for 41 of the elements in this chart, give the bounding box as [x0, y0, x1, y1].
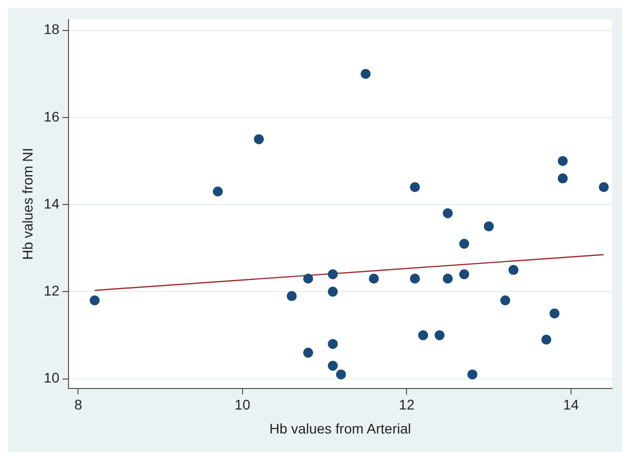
point — [508, 264, 518, 275]
point — [459, 238, 470, 249]
point — [328, 338, 338, 349]
point — [467, 369, 478, 380]
point — [303, 274, 314, 284]
x-tick-label: 8 — [74, 396, 82, 413]
point — [434, 330, 445, 340]
point — [484, 221, 494, 232]
point — [286, 291, 297, 302]
point — [328, 286, 338, 297]
point — [410, 274, 420, 284]
point — [418, 330, 428, 340]
y-axis-title: Hb values from NI — [19, 148, 36, 260]
point — [442, 274, 453, 284]
point — [90, 295, 100, 306]
point — [541, 334, 552, 345]
point — [303, 348, 314, 358]
point — [558, 173, 568, 184]
point — [328, 360, 338, 371]
x-tick-label: 10 — [234, 396, 250, 413]
y-tick-label: 10 — [44, 370, 60, 386]
y-tick-label: 18 — [44, 21, 60, 38]
point — [336, 369, 346, 380]
y-tick-label: 14 — [44, 195, 60, 212]
point — [558, 156, 568, 166]
point — [368, 274, 379, 284]
x-axis-title: Hb values from Arterial — [269, 420, 411, 436]
point — [550, 308, 560, 318]
point — [254, 134, 264, 144]
x-tick-label: 12 — [398, 396, 415, 413]
point — [328, 269, 338, 280]
point — [442, 208, 453, 218]
y-tick-label: 16 — [44, 108, 60, 124]
y-tick-label: 12 — [44, 282, 60, 299]
point — [360, 68, 371, 79]
point — [459, 269, 470, 280]
point — [410, 182, 420, 192]
point — [212, 186, 223, 196]
point — [598, 182, 609, 192]
point — [500, 295, 510, 306]
x-tick-label: 14 — [563, 396, 579, 413]
